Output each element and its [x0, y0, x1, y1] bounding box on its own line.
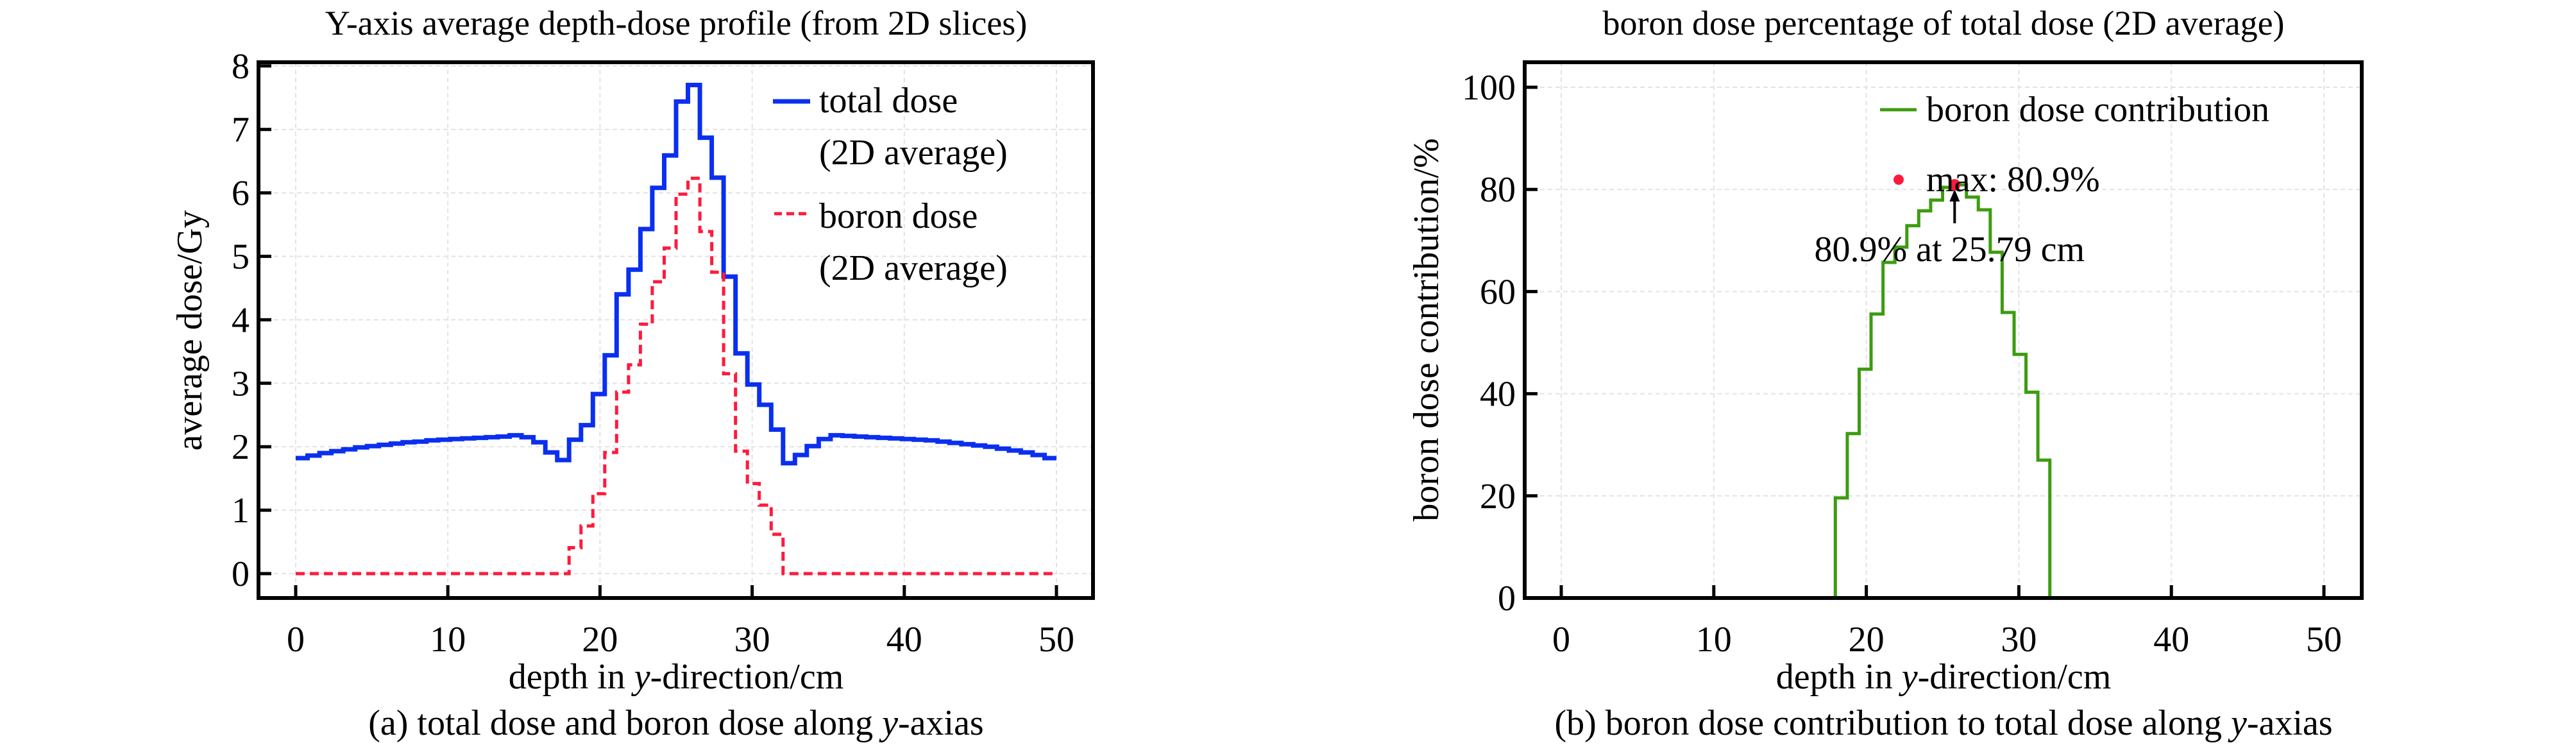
- grid-lines: [258, 62, 1093, 598]
- label-segment: -direction/cm: [650, 657, 844, 697]
- x-tick-label: 10: [1696, 620, 1732, 660]
- y-axis-label: average dose/Gy: [170, 210, 210, 451]
- label-segment: (b) boron dose contribution to total dos…: [1554, 703, 2230, 743]
- x-tick-label: 20: [582, 620, 618, 660]
- grid-lines: [1525, 62, 2362, 599]
- x-tick-label: 0: [1552, 620, 1570, 660]
- y-tick-label: 4: [232, 300, 250, 340]
- label-segment: -direction/cm: [1918, 657, 2112, 697]
- x-tick-label: 40: [886, 620, 922, 660]
- chart-title: boron dose percentage of total dose (2D …: [1602, 4, 2284, 42]
- max-annotation: 80.9% at 25.79 cm: [1815, 179, 2085, 269]
- x-axis-label: depth in y-direction/cm: [509, 657, 844, 697]
- plot-frame: [257, 60, 1095, 600]
- y-tick-label: 6: [232, 174, 250, 214]
- y-tick-label: 40: [1480, 375, 1516, 414]
- x-tick-label: 20: [1849, 620, 1885, 660]
- legend-label-total-dose-line2: (2D average): [819, 133, 1008, 173]
- tick-marks: [258, 64, 1058, 598]
- legend: total dose (2D average) boron dose (2D a…: [773, 81, 1008, 288]
- label-segment: -axias: [2247, 703, 2333, 743]
- tick-labels: 0 10 20 30 40 50 0 1 2 3 4 5 6 7 8: [232, 47, 1074, 660]
- panel-b: 0 10 20 30 40 50 0 20 40 60 80 100 boron dose perce…: [1407, 4, 2364, 743]
- x-tick-label: 30: [2001, 620, 2037, 660]
- x-tick-label: 10: [430, 620, 466, 660]
- x-tick-label: 0: [287, 620, 305, 660]
- y-tick-label: 3: [232, 364, 250, 404]
- italic-variable: y: [1899, 657, 1918, 697]
- tick-labels: 0 10 20 30 40 50 0 20 40 60 80 100: [1462, 68, 2342, 660]
- annotation-arrow-head: [1949, 189, 1960, 202]
- legend-label-boron-dose: boron dose: [819, 196, 978, 236]
- annotation-text: 80.9% at 25.79 cm: [1815, 230, 2085, 269]
- y-tick-label: 60: [1480, 272, 1516, 312]
- y-tick-label: 2: [232, 427, 250, 467]
- x-axis-label: depth in y-direction/cm: [1776, 657, 2112, 697]
- label-segment: depth in: [1776, 657, 1902, 697]
- x-tick-label: 40: [2153, 620, 2189, 660]
- legend-label-boron-contribution: boron dose contribution: [1926, 90, 2269, 130]
- series-line-total-dose: [296, 83, 1056, 466]
- italic-variable: y: [631, 657, 650, 697]
- max-marker-point: [1949, 179, 1961, 191]
- label-segment: depth in: [509, 657, 634, 697]
- chart-title: Y-axis average depth-dose profile (from …: [325, 4, 1028, 42]
- x-tick-label: 50: [2306, 620, 2342, 660]
- y-tick-label: 1: [232, 491, 250, 531]
- plot-frame: [1523, 60, 2364, 600]
- y-tick-label: 0: [232, 554, 250, 594]
- series-line-boron-dose: [296, 176, 1056, 576]
- label-segment: -axias: [898, 703, 984, 743]
- y-tick-label: 7: [232, 110, 250, 150]
- legend-marker-max: [1894, 175, 1904, 185]
- figure-caption: (a) total dose and boron dose along y-ax…: [368, 703, 983, 743]
- label-segment: (a) total dose and boron dose along: [368, 703, 882, 743]
- legend-label-max: max: 80.9%: [1926, 160, 2100, 200]
- x-tick-label: 30: [734, 620, 770, 660]
- series-group: [296, 83, 1056, 576]
- italic-variable: y: [2228, 703, 2247, 743]
- y-tick-label: 20: [1480, 477, 1516, 517]
- legend: boron dose contribution max: 80.9%: [1880, 90, 2269, 200]
- y-tick-label: 100: [1462, 68, 1516, 108]
- x-tick-label: 50: [1038, 620, 1074, 660]
- y-axis-label: boron dose contribution/%: [1407, 138, 1446, 521]
- y-tick-label: 80: [1480, 170, 1516, 210]
- tick-marks: [1525, 85, 2326, 600]
- panel-a: 0 10 20 30 40 50 0 1 2 3 4 5 6 7 8 Y-axis average dept…: [170, 4, 1095, 743]
- y-tick-label: 5: [232, 237, 250, 277]
- y-tick-label: 8: [232, 47, 250, 87]
- figure-caption: (b) boron dose contribution to total dos…: [1554, 703, 2332, 743]
- legend-label-total-dose: total dose: [819, 81, 958, 121]
- y-tick-label: 0: [1498, 579, 1516, 619]
- legend-label-boron-dose-line2: (2D average): [819, 248, 1008, 288]
- italic-variable: y: [879, 703, 898, 743]
